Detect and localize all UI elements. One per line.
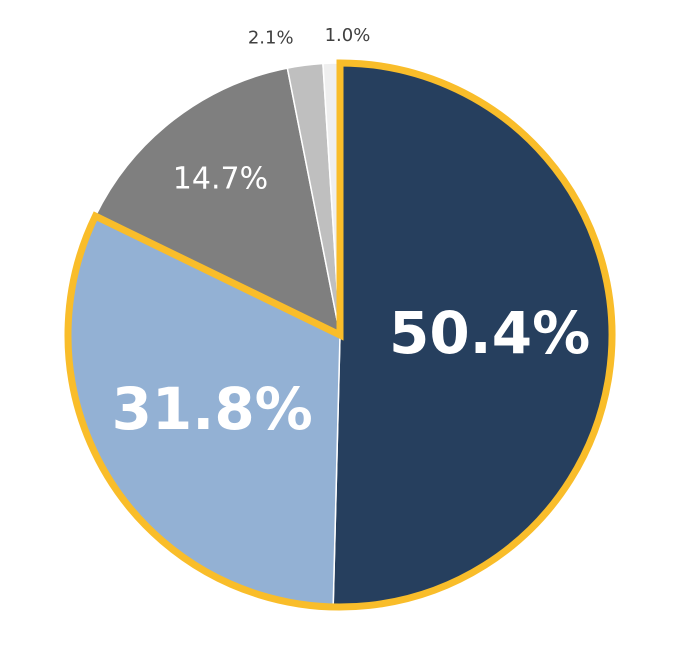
data-label: 1.0% <box>325 25 371 46</box>
pie-slice <box>94 67 342 337</box>
data-label: 31.8% <box>112 375 313 443</box>
data-label: 2.1% <box>248 27 294 48</box>
highlight-outline <box>64 59 616 611</box>
data-label: 14.7% <box>173 161 268 196</box>
data-label: 50.4% <box>389 299 590 367</box>
